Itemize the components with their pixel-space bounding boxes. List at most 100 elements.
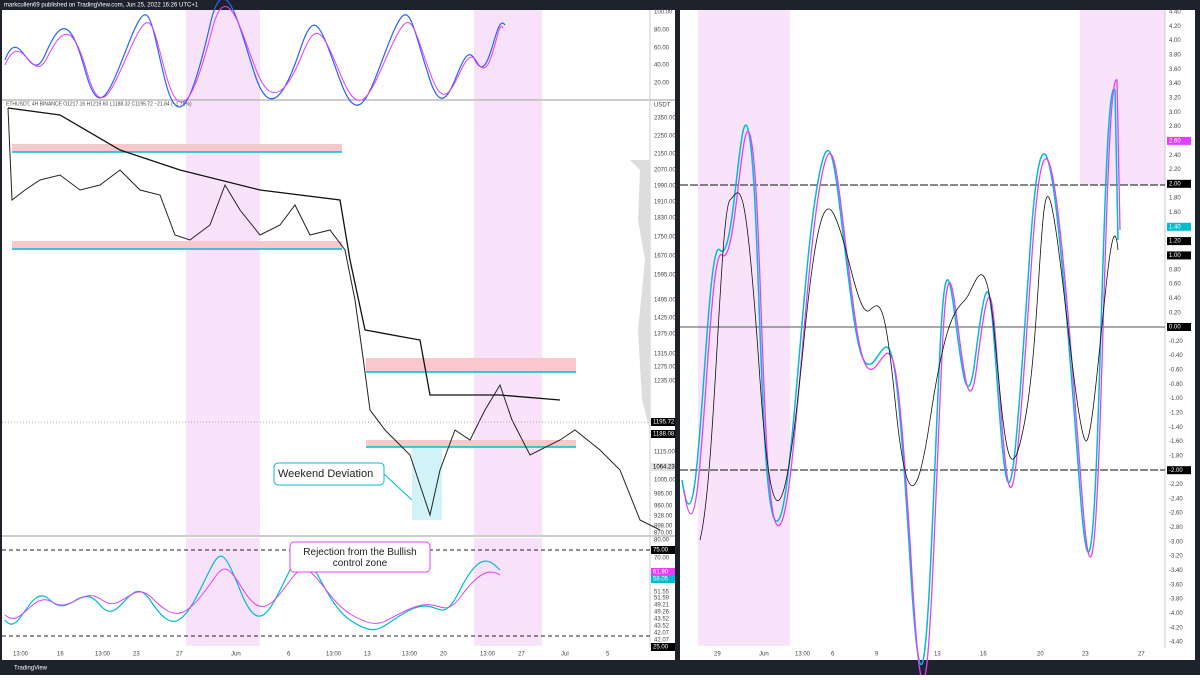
axis-label: 42.07 [654, 631, 670, 637]
price-tag-bg [651, 643, 675, 651]
header: markcullen69 published on TradingView.co… [4, 3, 199, 9]
supply-zone [366, 358, 576, 372]
axis-label: 1990.00 [654, 184, 676, 190]
price-tag-bg [1167, 222, 1191, 231]
axis-label: 1910.00 [654, 200, 676, 206]
axis-label: 43.52 [654, 624, 670, 630]
axis-label: 2250.00 [654, 134, 676, 140]
axis-label: 1275.00 [654, 365, 676, 371]
axis-label: 3.60 [1169, 67, 1181, 73]
axis-label: 870.00 [654, 531, 673, 537]
x-axis-label: 6 [831, 652, 835, 658]
price-tag-bg [1167, 323, 1191, 331]
price-tag-bg [1167, 237, 1191, 246]
price-tag: 1.20 [1169, 239, 1181, 245]
price-tag-bg [1167, 179, 1191, 188]
x-axis-label: 27 [1138, 652, 1145, 658]
axis-label: -1.80 [1169, 453, 1183, 459]
axis-label: 20.00 [654, 81, 670, 87]
axis-label: 1115.00 [654, 450, 675, 456]
axis-label: -4.40 [1169, 640, 1183, 646]
annotation-arrow [383, 473, 413, 501]
momentum-line [699, 192, 1119, 541]
axis-label: 60.00 [654, 46, 670, 52]
axis-label: 1425.00 [654, 316, 676, 322]
x-axis-label: 23 [133, 652, 140, 658]
axis-label: -0.60 [1169, 368, 1183, 374]
x-axis-label: 27 [176, 652, 183, 658]
x-axis-label: 20 [440, 652, 447, 658]
price-tag-bg [651, 418, 675, 426]
axis-label: 1595.00 [654, 273, 676, 279]
price-tag: 2.60 [1169, 138, 1181, 144]
price-tag: 2.00 [1169, 181, 1181, 187]
x-axis-label: 13:00 [480, 652, 496, 658]
axis-label: 0.80 [1169, 267, 1181, 273]
x-axis-label: Jun [231, 652, 241, 658]
axis-label: -2.40 [1169, 496, 1183, 502]
x-axis-label: 16 [57, 652, 64, 658]
axis-label: -4.00 [1169, 611, 1183, 617]
supply-zone [12, 144, 342, 152]
annotation: Rejection from the Bullish control zone [303, 547, 416, 569]
axis-label: -0.20 [1169, 339, 1183, 345]
axis-label: USDT [654, 103, 671, 109]
demand-zone [366, 440, 576, 447]
x-axis-label: Jul [561, 652, 569, 658]
axis-label: 995.00 [654, 492, 673, 498]
x-axis-label: 9 [875, 652, 879, 658]
axis-label: 1.80 [1169, 196, 1181, 202]
axis-label: 80.00 [654, 28, 670, 34]
axis-label: 1750.00 [654, 235, 676, 241]
axis-label: 2.40 [1169, 153, 1181, 159]
highlight-band [698, 10, 790, 646]
price-tag: -2.00 [1169, 468, 1183, 474]
price-tag: 58.05 [653, 577, 669, 583]
axis-label: 960.00 [654, 504, 673, 510]
axis-label: 928.00 [654, 514, 673, 520]
axis-label: 100.00 [654, 10, 673, 16]
x-axis-label: 20 [1037, 652, 1044, 658]
axis-label: 3.40 [1169, 81, 1181, 87]
axis-label: 49.26 [654, 610, 670, 616]
axis-label: 43.52 [654, 617, 670, 623]
wave-line [681, 88, 1119, 666]
axis-label: 40.00 [654, 63, 670, 69]
price-tag: 61.90 [653, 570, 669, 576]
x-axis-label: 13:00 [795, 652, 811, 658]
x-axis-label: 23 [1082, 652, 1089, 658]
price-tag-bg [651, 575, 675, 583]
footer: TradingView [14, 666, 48, 672]
price-tag-bg [651, 463, 675, 471]
axis-label: 0.20 [1169, 310, 1181, 316]
axis-label: 4.00 [1169, 38, 1181, 44]
x-axis-label: 6 [287, 652, 291, 658]
axis-label: 4.20 [1169, 24, 1181, 30]
axis-label: 2150.00 [654, 152, 676, 158]
axis-label: 0.60 [1169, 282, 1181, 288]
axis-label: 4.40 [1169, 10, 1181, 16]
axis-label: -1.60 [1169, 439, 1183, 445]
axis-label: -1.20 [1169, 410, 1183, 416]
axis-label: 1670.00 [654, 254, 676, 260]
price-tag-bg [1167, 251, 1191, 260]
axis-label: 49.21 [654, 603, 670, 609]
axis-label: 2.80 [1169, 124, 1181, 130]
deviation-box [412, 448, 442, 520]
price-tag: 1064.23 [653, 465, 675, 471]
x-axis-label: 13:00 [402, 652, 418, 658]
axis-label: 1315.00 [654, 352, 676, 358]
axis-label: 3.80 [1169, 53, 1181, 59]
axis-label: 1.60 [1169, 210, 1181, 216]
price-tag: 1188.08 [653, 432, 675, 438]
price-tag-bg [651, 546, 675, 554]
price-tag: 1.00 [1169, 253, 1181, 259]
price-tag: 1195.72 [653, 420, 675, 426]
axis-label: 42.07 [654, 638, 670, 644]
highlight-bands [186, 10, 542, 646]
axis-label: 0.40 [1169, 296, 1181, 302]
axis-label: -0.40 [1169, 353, 1183, 359]
axis-label: -2.60 [1169, 511, 1183, 517]
price-line [7, 107, 661, 531]
x-axis-label: 5 [606, 652, 610, 658]
